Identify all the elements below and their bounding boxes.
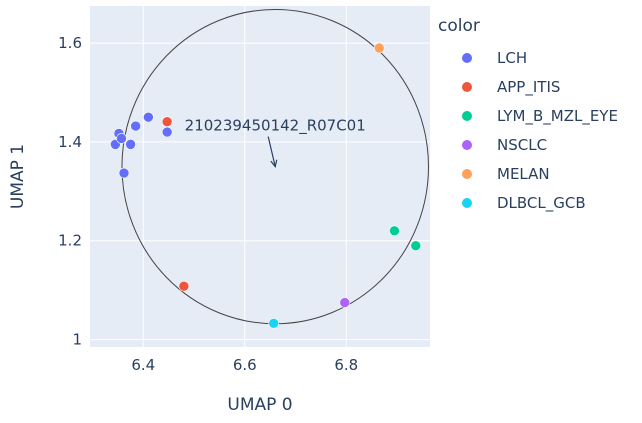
y-tick-label-3: 1.6 — [58, 34, 82, 52]
point-dlbcl-gcb-0 — [268, 317, 280, 329]
x-tick-label-0: 6.4 — [131, 356, 155, 374]
annotation-arrow-head-0 — [270, 159, 278, 168]
legend-marker-nsclc — [462, 140, 472, 150]
plot-layer: 6.4 6.6 6.8 1 1.2 1.4 1.6 UMAP 0 UMAP 1 210239450… — [8, 6, 430, 415]
legend-label-lym-b-mzl-eye: LYM_B_MZL_EYE — [497, 107, 618, 126]
point-app-itis-0 — [161, 116, 173, 127]
legend-title: color — [438, 16, 480, 36]
point-lym-b-mzl-eye-1 — [410, 240, 422, 251]
annotation-label-0: 210239450142_R07C01 — [185, 117, 366, 136]
point-nsclc-0 — [339, 297, 351, 308]
y-tick-label-1: 1.2 — [58, 232, 82, 250]
legend-marker-app-itis — [462, 82, 472, 92]
point-lch-6 — [143, 111, 154, 123]
y-axis-title: UMAP 1 — [8, 144, 28, 209]
legend-marker-dlbcl-gcb — [462, 198, 472, 208]
legend-label-nsclc: NSCLC — [497, 136, 547, 154]
y-tick-label-2: 1.4 — [58, 133, 82, 151]
plot-background — [90, 6, 430, 347]
point-app-itis-1 — [178, 280, 190, 292]
y-tick-label-0: 1 — [72, 331, 82, 349]
legend-marker-lch — [462, 53, 472, 63]
legend-marker-lym-b-mzl-eye — [462, 111, 472, 121]
point-lym-b-mzl-eye-0 — [389, 225, 400, 237]
annotation-arrow-line-0 — [267, 136, 276, 167]
legend-marker-melan — [462, 169, 472, 179]
point-lch-7 — [161, 126, 173, 138]
legend-label-app-itis: APP_ITIS — [497, 78, 560, 97]
x-axis-title: UMAP 0 — [227, 395, 292, 415]
legend: color LCH APP_ITIS LYM_B_MZL_EYE NSCLC MELAN D… — [438, 16, 618, 213]
x-tick-label-1: 6.6 — [233, 356, 257, 374]
legend-label-melan: MELAN — [497, 165, 550, 183]
point-lch-5 — [130, 120, 141, 132]
point-lch-3 — [118, 167, 130, 179]
point-lch-4 — [125, 139, 136, 150]
legend-label-dlbcl-gcb: DLBCL_GCB — [497, 194, 586, 213]
point-lch-2 — [116, 133, 127, 144]
x-tick-label-2: 6.8 — [334, 356, 358, 374]
point-melan-0 — [373, 42, 385, 54]
legend-label-lch: LCH — [497, 49, 527, 67]
